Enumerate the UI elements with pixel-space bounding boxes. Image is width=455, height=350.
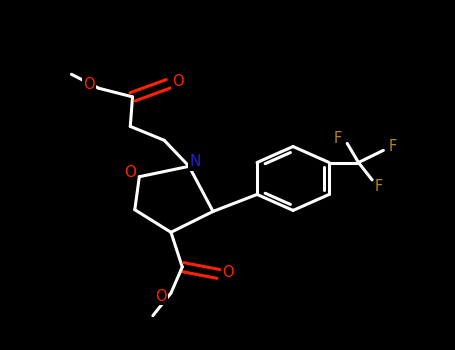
Text: F: F [334,131,342,146]
Text: O: O [172,74,183,89]
Text: F: F [388,139,397,154]
Text: N: N [189,154,201,169]
Text: O: O [155,289,167,304]
Text: O: O [83,77,95,92]
Text: O: O [222,265,233,280]
Text: F: F [375,178,383,194]
Text: O: O [124,165,136,180]
